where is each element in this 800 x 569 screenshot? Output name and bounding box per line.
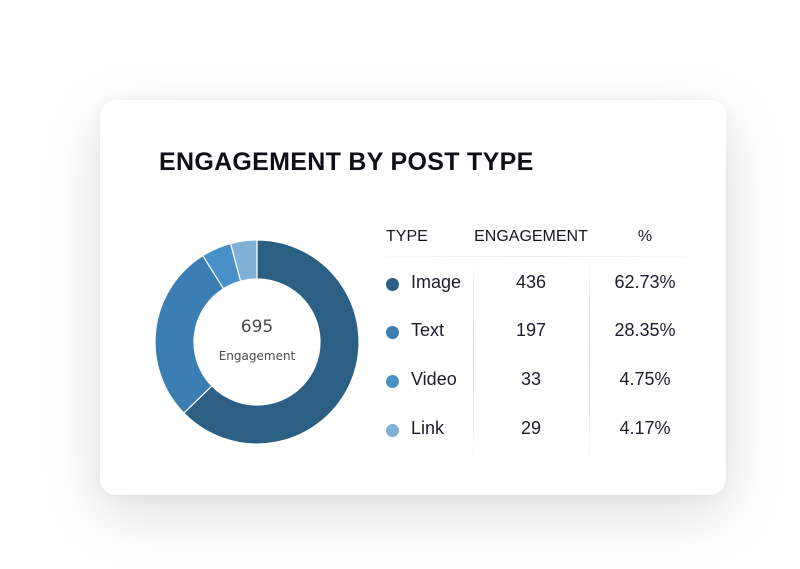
column-divider — [473, 257, 474, 457]
engagement-cell: 197 — [515, 320, 547, 340]
column-divider — [589, 257, 590, 457]
table-row-video: Video 33 4.75% — [386, 369, 706, 393]
donut-slice-text — [154, 254, 225, 414]
donut-chart — [154, 239, 360, 445]
column-header-percent: % — [637, 228, 653, 245]
chart-title: ENGAGEMENT BY POST TYPE — [159, 148, 534, 176]
percent-cell: 28.35% — [614, 320, 676, 340]
donut-slice-image — [182, 239, 360, 445]
table-row-text: Text 197 28.35% — [386, 320, 706, 344]
table-row-image: Image 436 62.73% — [386, 272, 706, 296]
legend-dot-image — [386, 278, 399, 291]
engagement-cell: 436 — [515, 272, 547, 292]
percent-cell: 62.73% — [614, 272, 676, 292]
engagement-cell: 29 — [520, 418, 542, 438]
percent-cell: 4.17% — [619, 418, 671, 438]
percent-cell: 4.75% — [619, 369, 671, 389]
header-divider — [386, 256, 686, 257]
type-cell: Text — [411, 320, 445, 340]
center-total-value: 695 — [240, 317, 274, 337]
column-header-engagement: ENGAGEMENT — [474, 228, 588, 245]
legend-dot-video — [386, 375, 399, 388]
type-cell: Link — [411, 418, 445, 438]
donut-slices — [154, 239, 360, 445]
engagement-cell: 33 — [520, 369, 542, 389]
donut-slice-link — [229, 239, 258, 282]
engagement-card: ENGAGEMENT BY POST TYPE 695 Engagement T… — [100, 100, 726, 495]
table-row-link: Link 29 4.17% — [386, 418, 706, 442]
column-header-type: TYPE — [386, 228, 428, 245]
type-cell: Video — [411, 369, 457, 389]
legend-dot-link — [386, 424, 399, 437]
type-cell: Image — [411, 272, 462, 292]
legend-dot-text — [386, 326, 399, 339]
center-total-label: Engagement — [218, 349, 296, 363]
